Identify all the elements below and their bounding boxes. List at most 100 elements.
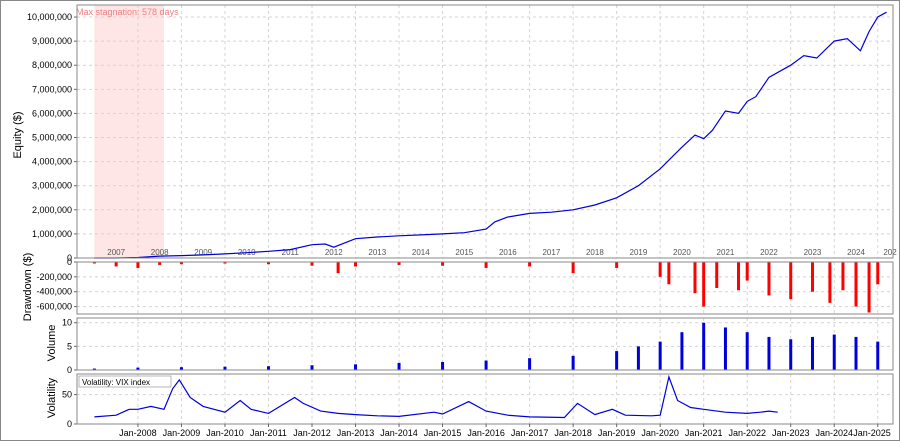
drawdown-bar	[571, 262, 575, 274]
stagnation-band	[94, 5, 165, 258]
x-tick-label: Jan-2009	[163, 428, 201, 438]
volatility-legend-box	[78, 375, 172, 388]
year-label: 2012	[325, 248, 343, 257]
x-tick-label: Jan-2012	[293, 428, 331, 438]
volume-bar	[179, 367, 183, 370]
volatility-axis-label: Volatility	[46, 377, 58, 418]
x-tick-label: Jan-2010	[206, 428, 244, 438]
drawdown-bar	[693, 262, 697, 294]
year-label: 2011	[282, 248, 300, 257]
year-label: 2021	[717, 248, 735, 257]
volume-bar	[767, 336, 771, 370]
volume-bar	[615, 351, 619, 370]
equity-year-labels: 2007 2008 2009 2010 2011 2012 2013 2014 2015 2016…	[107, 248, 897, 257]
drawdown-bar	[702, 262, 706, 307]
x-axis: Jan-2008 Jan-2009 Jan-2010 Jan-2011 Jan-2012…	[119, 424, 891, 438]
year-label: 2018	[586, 248, 604, 257]
y-tick-label: 2,000,000	[32, 205, 72, 215]
y-tick-label: 6,000,000	[32, 108, 72, 118]
drawdown-bar	[737, 262, 741, 291]
volume-bar	[680, 332, 684, 370]
drawdown-plot-border	[76, 261, 894, 315]
drawdown-bar	[441, 262, 445, 266]
volume-bar	[723, 327, 727, 370]
volatility-line	[94, 374, 778, 419]
volume-bar	[658, 341, 662, 370]
drawdown-bar	[266, 262, 270, 265]
drawdown-bar	[767, 262, 771, 296]
volume-panel: 0 5 10 Volume	[46, 317, 894, 375]
drawdown-bar	[484, 262, 488, 268]
equity-axis-label: Equity ($)	[12, 111, 24, 158]
year-label: 202	[883, 248, 897, 257]
x-tick-label: Jan-2022	[728, 428, 766, 438]
volume-bar	[136, 367, 140, 370]
year-label: 2013	[368, 248, 386, 257]
x-tick-label: Jan-2024	[815, 428, 853, 438]
volume-bar	[571, 355, 575, 370]
y-tick-label: 10,000,000	[27, 12, 72, 22]
drawdown-bar	[745, 262, 749, 281]
volatility-plot-border	[76, 373, 894, 425]
drawdown-bar	[397, 262, 401, 265]
y-tick-label: 1,000,000	[32, 229, 72, 239]
equity-panel: 0 1,000,000 2,000,000 3,000,000 4,000,000 5,0…	[12, 4, 897, 263]
drawdown-bar	[615, 262, 619, 268]
drawdown-bar	[223, 262, 227, 264]
year-label: 2015	[455, 248, 473, 257]
volume-bar	[636, 346, 640, 370]
y-tick-label: 3,000,000	[32, 181, 72, 191]
year-label: 2020	[673, 248, 691, 257]
drawdown-bar	[114, 262, 118, 267]
volume-bar	[832, 334, 836, 370]
drawdown-axis-label: Drawdown ($)	[22, 253, 34, 321]
equity-plot-border	[76, 4, 894, 259]
drawdown-bar	[310, 262, 314, 266]
volume-bar	[441, 361, 445, 370]
y-tick-label: 50	[62, 390, 72, 400]
year-label: 2017	[542, 248, 560, 257]
volume-bar	[528, 358, 532, 370]
drawdown-bar	[354, 262, 358, 267]
y-tick-label: 0	[67, 365, 72, 375]
x-tick-label: Jan-2014	[380, 428, 418, 438]
volume-bar	[223, 366, 227, 370]
drawdown-bar	[867, 262, 871, 313]
drawdown-bar	[876, 262, 880, 285]
volume-bar	[745, 332, 749, 370]
volume-axis-label: Volume	[46, 325, 58, 362]
x-tick-label: Jan-2025	[853, 428, 891, 438]
y-tick-label: 5,000,000	[32, 133, 72, 143]
stagnation-annotation: Max stagnation: 578 days	[76, 7, 179, 17]
y-tick-label: 7,000,000	[32, 84, 72, 94]
equity-line	[94, 11, 887, 259]
volume-bar	[266, 366, 270, 370]
y-tick-label: 8,000,000	[32, 60, 72, 70]
y-tick-label: 5	[67, 341, 72, 351]
drawdown-bar	[158, 262, 162, 265]
x-tick-label: Jan-2020	[641, 428, 679, 438]
x-tick-label: Jan-2015	[424, 428, 462, 438]
x-tick-label: Jan-2023	[772, 428, 810, 438]
x-tick-label: Jan-2013	[337, 428, 375, 438]
x-tick-label: Jan-2011	[250, 428, 287, 438]
drawdown-bar	[179, 262, 183, 265]
volume-bar	[876, 341, 880, 370]
drawdown-bar	[658, 262, 662, 277]
y-tick-label: 0	[67, 419, 72, 429]
y-tick-label: -400,000	[36, 287, 72, 297]
x-tick-label: Jan-2021	[685, 428, 723, 438]
volume-bar	[789, 339, 793, 370]
equity-grid	[77, 5, 893, 259]
drawdown-bars	[92, 262, 880, 313]
drawdown-bar	[715, 262, 719, 288]
drawdown-bar	[810, 262, 814, 292]
y-tick-label: 9,000,000	[32, 36, 72, 46]
volume-bar	[310, 365, 314, 370]
y-tick-label: 0	[67, 253, 72, 263]
year-label: 2022	[760, 248, 778, 257]
y-tick-label: 4,000,000	[32, 157, 72, 167]
x-tick-label: Jan-2017	[511, 428, 549, 438]
